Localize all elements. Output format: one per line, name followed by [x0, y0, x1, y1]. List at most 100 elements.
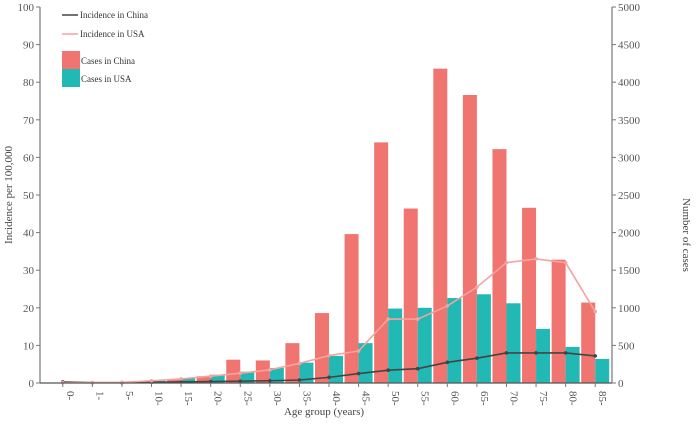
bar-cases-in-usa: [210, 374, 225, 383]
y-tick-left: 50: [23, 190, 35, 202]
line-marker: [475, 285, 479, 289]
line-marker: [238, 371, 243, 376]
line-marker: [327, 353, 331, 358]
y-tick-left: 100: [18, 2, 35, 14]
line-marker: [386, 368, 390, 373]
x-tick: 35-: [300, 391, 312, 406]
bar-cases-in-usa: [388, 308, 403, 383]
bar-cases-in-china: [462, 94, 477, 383]
y-tick-left: 90: [23, 40, 35, 52]
line-marker: [327, 375, 331, 380]
bar-cases-in-china: [522, 207, 537, 383]
line-marker: [563, 260, 568, 265]
line-marker: [356, 349, 361, 353]
legend-item-cases-usa: Cases in USA: [62, 69, 132, 87]
y-tick-right: 1500: [618, 265, 641, 277]
x-tick: 20-: [212, 391, 224, 406]
x-tick: 1-: [93, 391, 105, 401]
y-tick-left: 20: [23, 303, 35, 315]
y-tick-right: 4500: [618, 40, 641, 52]
bar-cases-in-usa: [565, 346, 580, 383]
lines-layer: [60, 257, 598, 385]
bar-cases-in-china: [581, 302, 596, 383]
x-tick: 75-: [537, 391, 549, 406]
bar-cases-in-usa: [506, 303, 521, 383]
bar-cases-in-usa: [447, 298, 462, 383]
y-tick-left: 70: [23, 115, 35, 127]
y-tick-right: 5000: [618, 2, 641, 14]
axes-layer: 0102030405060708090100050010001500200025…: [18, 2, 641, 406]
bar-cases-in-usa: [417, 307, 432, 383]
line-marker: [268, 378, 272, 383]
x-tick: 0-: [64, 391, 76, 401]
x-tick: 60-: [448, 391, 460, 406]
x-axis-label: Age group (years): [284, 406, 364, 418]
x-tick: 10-: [153, 391, 165, 406]
legend-item-cases-china: Cases in China: [62, 51, 135, 69]
bar-cases-in-usa: [299, 362, 314, 383]
line-marker: [297, 361, 302, 366]
line-marker: [504, 351, 509, 355]
y-tick-right: 2000: [618, 228, 641, 240]
y-tick-right: 1000: [618, 303, 641, 315]
line-marker: [356, 371, 361, 376]
x-tick: 5-: [123, 391, 135, 401]
line-marker: [179, 377, 183, 381]
line-marker: [445, 360, 450, 365]
line-marker: [445, 304, 450, 308]
bar-cases-in-china: [226, 359, 241, 383]
x-tick: 50-: [389, 391, 401, 406]
svg-text:Cases in China: Cases in China: [81, 56, 135, 66]
line-marker: [268, 368, 272, 372]
x-tick: 65-: [478, 391, 490, 406]
svg-text:Cases in USA: Cases in USA: [81, 74, 132, 84]
bar-cases-in-china: [551, 259, 566, 383]
x-tick: 80-: [567, 391, 579, 406]
bar-cases-in-usa: [181, 378, 196, 383]
line-marker: [534, 257, 538, 261]
line-marker: [415, 366, 420, 371]
bar-cases-in-usa: [476, 294, 491, 383]
y-tick-right: 0: [618, 378, 624, 390]
bar-cases-in-usa: [329, 355, 343, 383]
bar-cases-in-usa: [536, 328, 551, 383]
x-tick: 55-: [419, 391, 431, 406]
x-tick: 45-: [360, 391, 372, 406]
legend: Incidence in China Incidence in USA Case…: [62, 10, 148, 87]
x-tick: 30-: [271, 391, 283, 406]
bar-cases-in-usa: [269, 367, 284, 383]
line-marker: [149, 378, 154, 383]
bar-cases-in-usa: [595, 358, 610, 383]
y-tick-right: 500: [618, 340, 635, 352]
line-marker: [475, 356, 479, 360]
bar-cases-in-china: [374, 142, 389, 383]
line-marker: [534, 351, 538, 355]
bar-cases-in-china: [285, 343, 300, 383]
legend-item-incidence-china: Incidence in China: [62, 10, 148, 20]
legend-item-incidence-usa: Incidence in USA: [62, 29, 145, 39]
bar-cases-in-china: [492, 149, 507, 383]
bar-cases-in-usa: [240, 371, 255, 383]
line-marker: [208, 379, 213, 384]
y-tick-right: 3000: [618, 152, 641, 164]
y-tick-left: 80: [23, 77, 35, 89]
bar-cases-in-china: [315, 313, 329, 383]
line-marker: [563, 351, 568, 355]
line-marker: [504, 260, 509, 265]
x-tick: 15-: [182, 391, 194, 406]
line-marker: [415, 317, 420, 321]
line-marker: [208, 374, 213, 379]
svg-text:Incidence in China: Incidence in China: [80, 10, 148, 20]
bar-cases-in-china: [167, 379, 182, 383]
bar-cases-in-china: [196, 376, 211, 383]
y-tick-right: 2500: [618, 190, 641, 202]
y-tick-left: 40: [23, 228, 35, 240]
x-tick: 40-: [330, 391, 342, 406]
x-tick: 70-: [507, 391, 519, 406]
y-axis-label-right: Number of cases: [680, 198, 692, 272]
svg-text:Incidence in USA: Incidence in USA: [80, 29, 145, 39]
bar-cases-in-china: [433, 68, 448, 383]
line-marker: [297, 378, 302, 382]
y-tick-left: 60: [23, 152, 35, 164]
